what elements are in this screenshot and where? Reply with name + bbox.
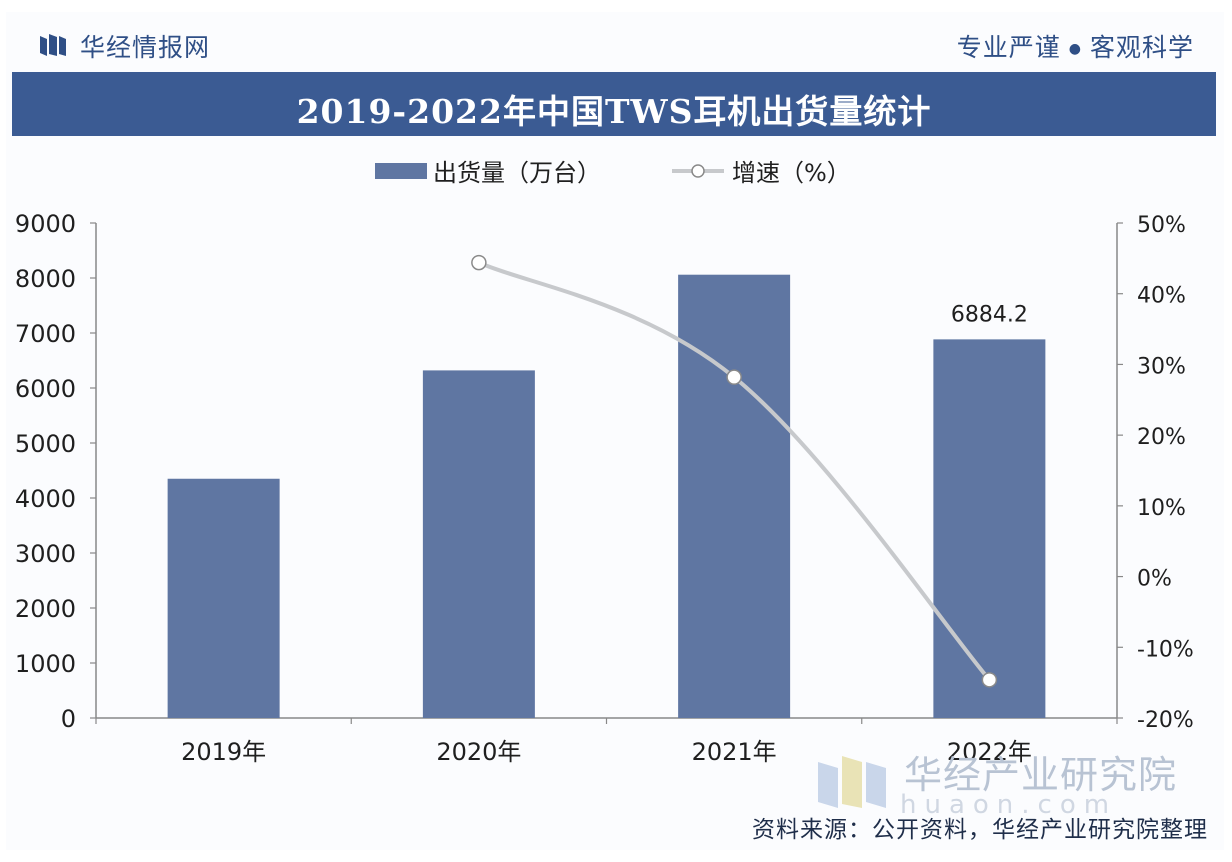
chart-title: 2019-2022年中国TWS耳机出货量统计 (296, 92, 932, 131)
watermark-logo-icon (818, 756, 886, 808)
bar (167, 478, 280, 718)
slogan: 专业严谨 ● 客观科学 (957, 28, 1194, 64)
growth-point (471, 254, 487, 271)
left-tick-label: 8000 (15, 265, 76, 293)
right-tick-label: 40% (1137, 284, 1186, 309)
legend-bar-swatch (375, 163, 427, 179)
right-tick-label: 0% (1137, 567, 1172, 592)
source-note: 资料来源：公开资料，华经产业研究院整理 (752, 817, 1208, 843)
slogan-dot-icon: ● (1068, 41, 1082, 57)
bar (933, 339, 1046, 718)
slogan-left: 专业严谨 (956, 33, 1061, 62)
bar-data-label: 6884.2 (951, 302, 1028, 327)
watermark-url: huaon.com (900, 790, 1118, 820)
title-bar: 2019-2022年中国TWS耳机出货量统计 (12, 72, 1216, 136)
legend-bar-label: 出货量（万台） (433, 159, 601, 187)
right-tick-label: 30% (1137, 354, 1186, 379)
bar (422, 370, 535, 718)
x-tick-label: 2022年 (947, 738, 1032, 766)
watermark-name: 华经产业研究院 (904, 753, 1178, 797)
x-tick-label: 2020年 (436, 738, 521, 766)
left-tick-label: 7000 (15, 320, 76, 348)
left-tick-label: 0 (61, 705, 76, 733)
growth-line (478, 260, 991, 682)
right-tick-label: -10% (1137, 637, 1194, 662)
legend-line-label: 增速（%） (732, 159, 851, 187)
left-tick-label: 9000 (15, 210, 76, 238)
right-tick-label: 20% (1137, 425, 1186, 450)
x-tick-label: 2021年 (692, 738, 777, 766)
x-tick-label: 2019年 (181, 738, 266, 766)
legend-line-marker (691, 164, 705, 178)
header-bar: 华经情报网 专业严谨 ● 客观科学 (6, 12, 1224, 72)
left-tick-label: 1000 (15, 650, 76, 678)
left-tick-label: 3000 (15, 540, 76, 568)
brand-logo-icon (40, 34, 66, 56)
right-tick-label: -20% (1137, 708, 1194, 733)
right-tick-label: 10% (1137, 496, 1186, 521)
left-tick-label: 4000 (15, 485, 76, 513)
left-tick-label: 6000 (15, 375, 76, 403)
left-tick-label: 5000 (15, 430, 76, 458)
slogan-right: 客观科学 (1089, 33, 1194, 62)
left-tick-label: 2000 (15, 595, 76, 623)
growth-point (981, 672, 998, 688)
right-tick-label: 50% (1137, 213, 1186, 238)
brand-name: 华经情报网 (80, 33, 211, 62)
bar (678, 274, 791, 718)
growth-point (726, 369, 742, 385)
